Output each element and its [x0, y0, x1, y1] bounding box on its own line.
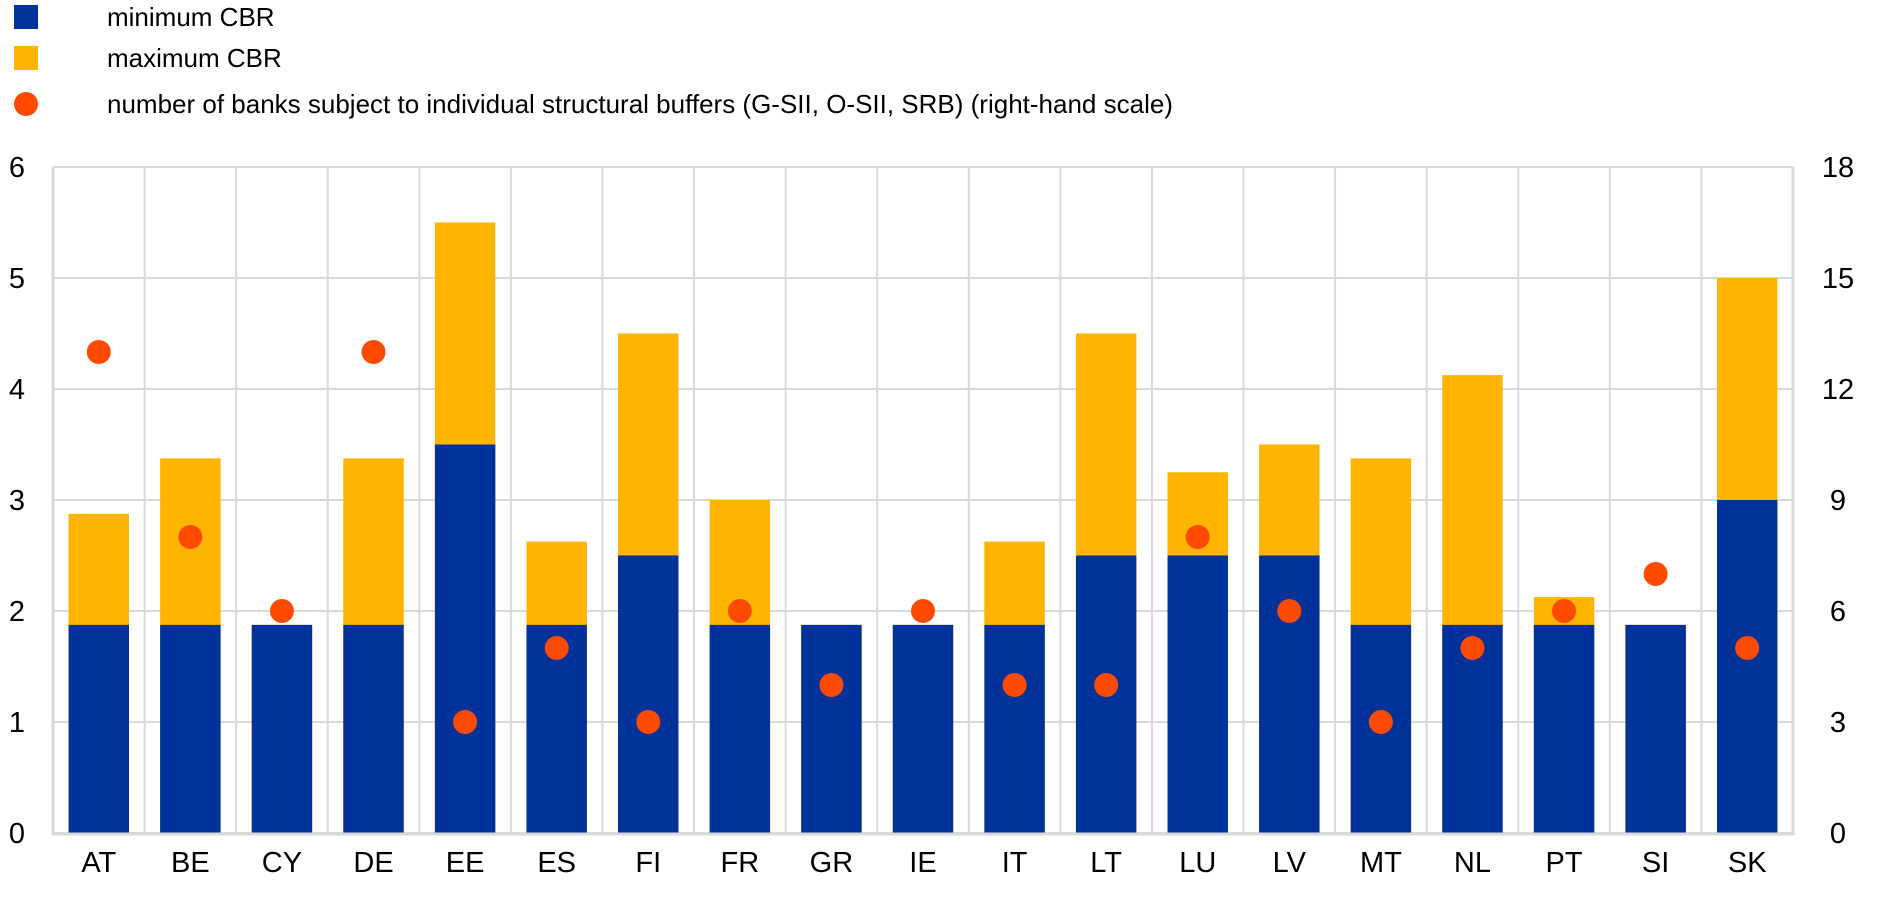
x-tick-label: BE: [171, 847, 210, 879]
x-tick-label: PT: [1546, 847, 1583, 879]
x-tick-label: GR: [810, 847, 854, 879]
x-tick-label: CY: [262, 847, 302, 879]
y-tick-label: 3: [9, 485, 25, 517]
bar-min-IT: [984, 624, 1045, 833]
legend-label-2: number of banks subject to individual st…: [107, 89, 1173, 119]
x-tick-label: NL: [1454, 847, 1491, 879]
legend-label-1: maximum CBR: [107, 43, 282, 73]
dot-LV: [1277, 599, 1302, 623]
legend-label-0: minimum CBR: [107, 2, 275, 32]
y-tick-label: 4: [9, 374, 25, 406]
dot-LU: [1185, 525, 1210, 549]
x-tick-label: FR: [721, 847, 760, 879]
bar-min-BE: [160, 624, 221, 833]
x-tick-label: FI: [635, 847, 661, 879]
x-tick-label: DE: [353, 847, 393, 879]
bar-min-FR: [709, 624, 771, 833]
bar-min-PT: [1533, 624, 1595, 833]
bar-min-FI: [618, 555, 679, 833]
bar-min-SK: [1716, 500, 1778, 833]
bar-min-IE: [892, 624, 954, 833]
bar-min-DE: [343, 624, 404, 833]
bar-min-LU: [1167, 555, 1228, 833]
y-tick-label: 1: [9, 707, 25, 739]
y2-tick-label: 15: [1822, 263, 1854, 295]
bar-min-CY: [251, 624, 313, 833]
y2-tick-label: 3: [1830, 707, 1846, 739]
y2-tick-label: 0: [1830, 818, 1846, 850]
bar-min-EE: [434, 444, 496, 833]
y2-tick-label: 9: [1830, 485, 1846, 517]
legend: minimum CBR maximum CBR number of banks su…: [14, 2, 1173, 119]
y2-tick-label: 12: [1822, 374, 1854, 406]
dot-BE: [178, 525, 203, 549]
dot-SI: [1643, 562, 1668, 586]
dot-NL: [1460, 636, 1485, 660]
x-tick-label: LU: [1179, 847, 1216, 879]
dot-GR: [819, 673, 844, 697]
dot-IT: [1002, 673, 1027, 697]
dot-FR: [727, 599, 752, 623]
bar-min-GR: [801, 624, 862, 833]
x-tick-label: AT: [81, 847, 116, 879]
bar-min-AT: [68, 624, 130, 833]
x-tick-label: ES: [537, 847, 576, 879]
legend-swatch-0: [14, 5, 38, 29]
legend-swatch-1: [14, 46, 38, 70]
bar-min-LV: [1259, 555, 1320, 833]
legend-marker-2: [14, 92, 38, 116]
dot-MT: [1368, 710, 1393, 734]
y-tick-label: 2: [9, 596, 25, 628]
y-tick-label: 5: [9, 263, 25, 295]
dot-EE: [453, 710, 478, 734]
x-tick-label: SI: [1642, 847, 1669, 879]
x-tick-label: EE: [446, 847, 485, 879]
dot-LT: [1094, 673, 1119, 697]
dot-ES: [544, 636, 569, 660]
dot-CY: [269, 599, 294, 623]
dot-AT: [86, 340, 111, 364]
y2-tick-label: 6: [1830, 596, 1846, 628]
dots: [86, 340, 1760, 734]
x-tick-label: IT: [1002, 847, 1028, 879]
bars: [68, 222, 1778, 833]
bar-min-SI: [1625, 624, 1686, 833]
x-tick-label: SK: [1728, 847, 1767, 879]
grid: [53, 166, 1793, 834]
x-tick-label: LT: [1090, 847, 1122, 879]
x-tick-label: LV: [1273, 847, 1307, 879]
x-tick-label: IE: [909, 847, 936, 879]
dot-SK: [1735, 636, 1760, 660]
dot-FI: [636, 710, 661, 734]
y-tick-label: 6: [9, 152, 25, 184]
y2-tick-label: 18: [1822, 152, 1854, 184]
x-tick-label: MT: [1360, 847, 1402, 879]
y-tick-label: 0: [9, 818, 25, 850]
dot-DE: [361, 340, 386, 364]
dot-IE: [911, 599, 935, 623]
dot-PT: [1552, 599, 1577, 623]
